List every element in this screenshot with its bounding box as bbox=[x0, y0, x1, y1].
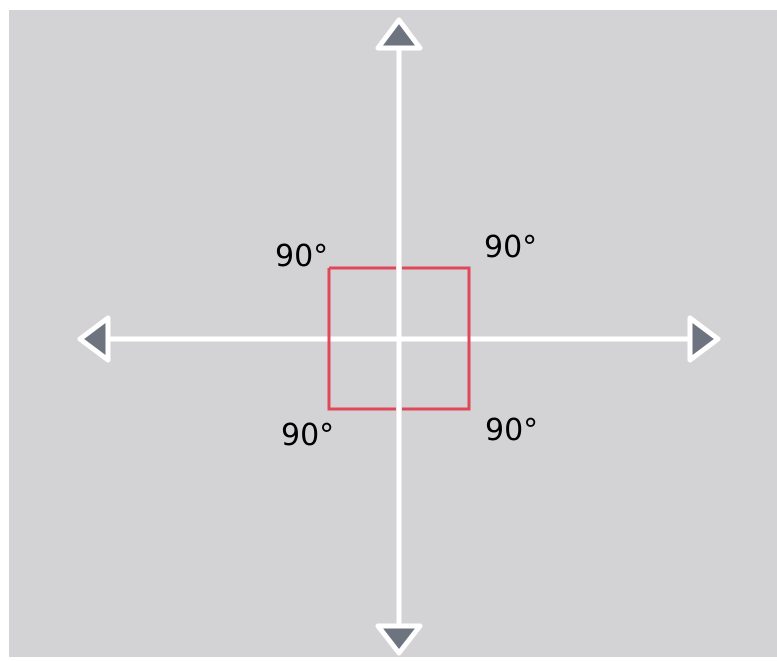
right-angle-marks bbox=[327, 266, 471, 411]
arrow-right bbox=[687, 315, 721, 363]
angle-label: 90° bbox=[484, 230, 537, 265]
arrow-up bbox=[375, 17, 423, 51]
angle-label: 90° bbox=[275, 239, 328, 274]
arrow-left bbox=[77, 315, 111, 363]
background bbox=[9, 10, 777, 657]
arrow-down bbox=[375, 623, 423, 656]
angle-label: 90° bbox=[281, 418, 334, 453]
angle-label: 90° bbox=[485, 413, 538, 448]
